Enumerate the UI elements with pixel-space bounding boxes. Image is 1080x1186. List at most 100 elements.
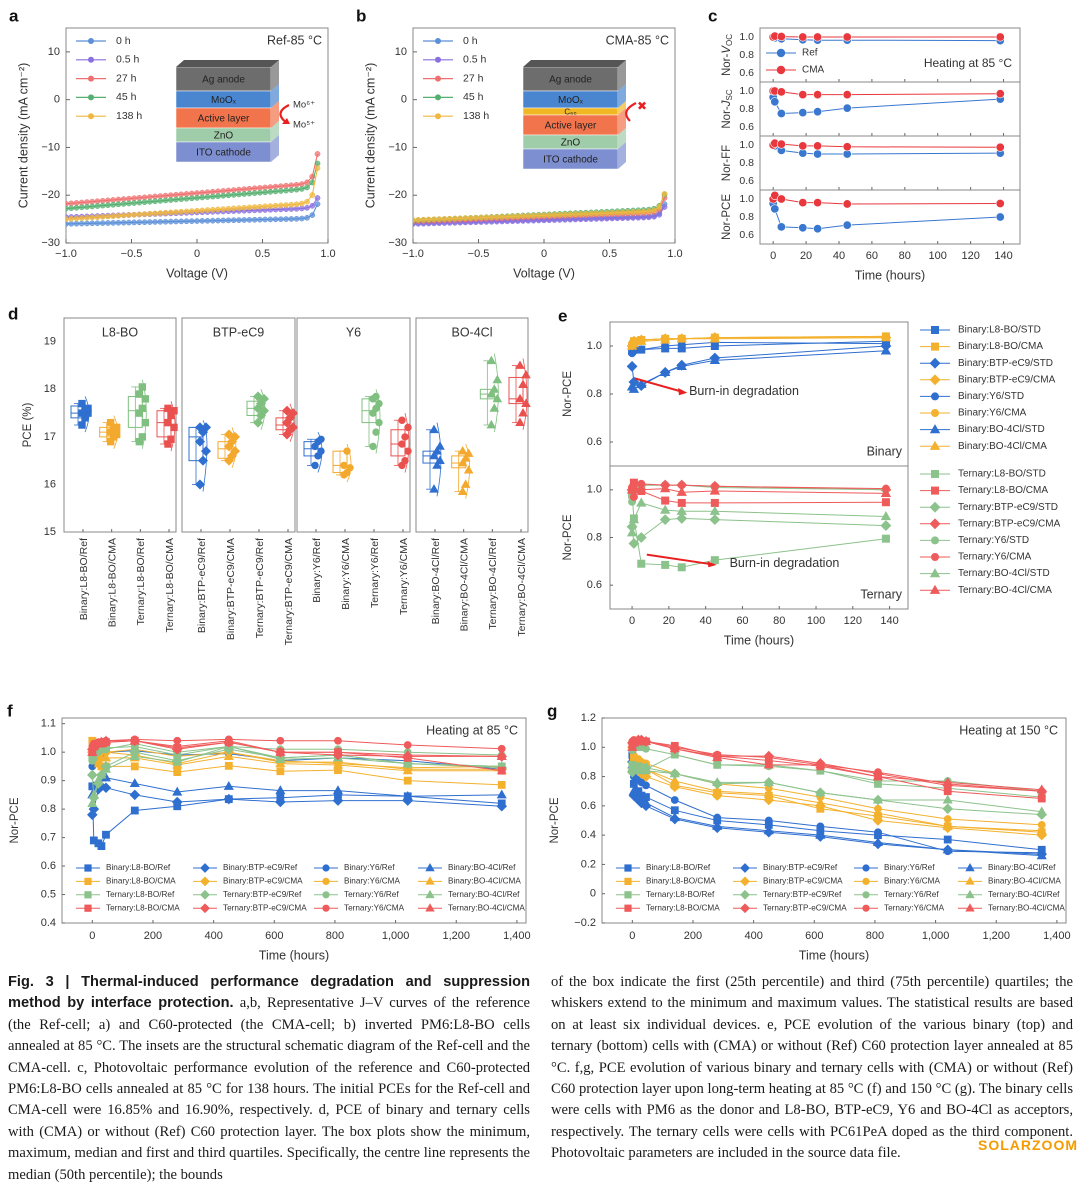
data-point (131, 211, 137, 218)
data-point (402, 758, 413, 768)
data-point (136, 219, 143, 226)
legend-label: Ternary:Y6/Ref (884, 890, 939, 899)
data-point (120, 219, 127, 226)
data-point (131, 200, 137, 206)
annotation-mo6: Mo⁶⁺ (293, 100, 315, 111)
y-tick-label: 0.6 (581, 800, 596, 812)
data-point (432, 446, 442, 455)
data-point (78, 421, 86, 429)
legend-label: Binary:BTP-eC9/CMA (223, 877, 303, 886)
subplot-binary: 0.6 0.8 1.0 Nor-PCE Binary Burn-in degradatio… (562, 321, 909, 467)
data-point (515, 360, 525, 369)
data-point (87, 798, 98, 807)
data-point (100, 782, 112, 794)
caption-left: Fig. 3 | Thermal-induced performance deg… (8, 972, 530, 1186)
data-point (162, 197, 169, 204)
data-point (100, 735, 112, 745)
data-point (281, 405, 293, 416)
legend-marker (322, 891, 330, 899)
x-tick-label: Binary:Y6/Ref (311, 538, 323, 603)
y-tick-label: 16 (44, 478, 56, 490)
data-point (486, 388, 497, 398)
legend-label: Binary:BO-4Cl/STD (958, 424, 1045, 435)
box-binary-bo-4cl-ref: Binary:BO-4Cl/Ref (422, 422, 445, 624)
y-axis-label: Nor-VOC (721, 34, 734, 76)
arrowhead (678, 388, 688, 396)
series-line (91, 740, 502, 757)
data-point (677, 498, 686, 507)
y-tick-label: 0.8 (587, 388, 602, 400)
data-point (636, 484, 647, 494)
x-tick-label: 1.0 (320, 248, 335, 260)
data-point (588, 210, 595, 217)
data-point (467, 215, 474, 221)
data-point (420, 216, 427, 223)
data-point (275, 785, 286, 795)
data-point (293, 181, 300, 188)
data-point (496, 751, 507, 760)
data-point (135, 390, 144, 398)
y-tick-label: 0 (590, 888, 596, 900)
y-tick-label: 0.8 (739, 49, 754, 61)
legend-label: Ternary:BO-4Cl/CMA (958, 585, 1052, 596)
panel-b: −1.0 −0.5 0 0.5 1.0 −30 −20 −10 0 10 Voltage (V) Cu… (363, 27, 683, 280)
data-point (99, 202, 106, 209)
data-point (813, 224, 823, 234)
legend-label: Binary:L8-BO/CMA (958, 341, 1043, 352)
data-point (276, 736, 285, 745)
x-tick-label: 1,400 (503, 930, 531, 942)
data-point (429, 484, 439, 493)
legend-marker (322, 877, 330, 886)
data-point (102, 830, 110, 839)
y-tick-label: −20 (41, 189, 60, 201)
data-point (942, 844, 953, 854)
data-point (567, 211, 574, 218)
data-point (304, 204, 310, 211)
legend-marker (435, 113, 441, 120)
group-title: Y6 (346, 325, 361, 339)
data-point (304, 184, 310, 191)
series-line (91, 777, 502, 797)
legend-label: 138 h (463, 110, 489, 122)
data-point (126, 200, 132, 207)
data-point (763, 777, 774, 786)
data-point (173, 191, 179, 198)
legend-label: Ternary:BO-4Cl/Ref (988, 890, 1060, 899)
y-tick-label: 18 (44, 383, 56, 395)
device-inset: Ag anode MoOₓ Active layer ZnO ITO cathode Mo… (175, 60, 315, 163)
legend-label: 0 h (116, 35, 131, 47)
legend-marker (931, 486, 940, 495)
series-line (631, 341, 886, 354)
data-point (656, 204, 663, 210)
data-point (813, 198, 823, 208)
data-point (223, 751, 234, 760)
group-title: L8-BO (102, 325, 138, 339)
legend-marker (200, 889, 210, 900)
data-point (146, 194, 153, 200)
data-point (636, 335, 647, 345)
legend-label: Binary:BO-4Cl/CMA (988, 877, 1061, 886)
legend-marker (88, 56, 94, 63)
data-point (635, 532, 647, 543)
data-point (99, 213, 106, 220)
x-tick-label: 400 (744, 930, 762, 942)
x-tick-label: 1,200 (982, 930, 1010, 942)
data-point (152, 198, 158, 205)
data-point (236, 191, 242, 198)
data-point (798, 198, 808, 208)
data-point (497, 766, 506, 775)
data-point (628, 481, 640, 492)
y-tick-label: 1.0 (739, 31, 754, 43)
data-point (872, 815, 884, 826)
y-tick-label: 0.6 (41, 860, 56, 872)
data-point (100, 763, 112, 773)
legend-label: Binary:BTP-eC9/CMA (763, 877, 843, 886)
series-line (772, 142, 1001, 148)
data-point (676, 360, 687, 371)
data-point (194, 195, 200, 201)
legend-marker (435, 56, 441, 63)
data-point (97, 842, 106, 851)
data-point (446, 215, 453, 222)
plot-area (87, 735, 508, 851)
y-tick-label: 1.0 (41, 746, 56, 758)
